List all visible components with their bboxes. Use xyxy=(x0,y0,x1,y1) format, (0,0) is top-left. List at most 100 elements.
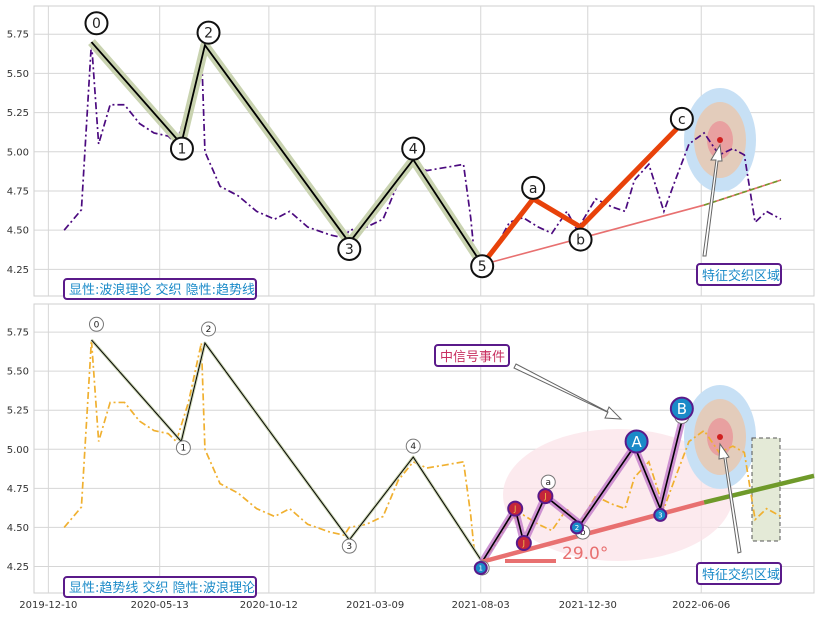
x-tick-label: 2020-05-13 xyxy=(131,600,189,611)
wave-label-text: 0 xyxy=(92,16,101,32)
bottom-zone-label: 特征交织区域 xyxy=(702,567,780,583)
wave-halo xyxy=(90,338,484,563)
marker-text: J xyxy=(522,539,525,548)
wave-label-text: a xyxy=(529,181,538,197)
bottom-legend-text: 显性:趋势线 交织 隐性:波浪理论 xyxy=(69,580,255,596)
wave-label-circle xyxy=(341,538,357,554)
wave-label-circle xyxy=(470,254,495,279)
top-zone-dot xyxy=(717,137,723,143)
wave-label-text: 3 xyxy=(346,542,352,552)
x-tick-label: 2020-10-12 xyxy=(240,600,298,611)
wave-label-circle xyxy=(84,11,109,36)
x-tick-label: 2021-03-09 xyxy=(346,600,404,611)
top-zone-arrow xyxy=(702,143,723,257)
wave-label-circle xyxy=(568,227,593,252)
event-label-text: 中信号事件 xyxy=(440,350,505,365)
y-tick-label: 4.50 xyxy=(7,226,29,237)
y-tick-label: 4.75 xyxy=(7,484,29,495)
marker-circle xyxy=(569,520,584,535)
wave-label-text: 1 xyxy=(181,444,187,454)
wave-label-text: 5 xyxy=(478,259,487,275)
y-tick-label: 4.75 xyxy=(7,186,29,197)
bottom-zone-arrow xyxy=(718,442,742,554)
marker-text: B xyxy=(677,400,687,418)
wave-label-circle xyxy=(405,438,421,454)
marker-circle xyxy=(653,507,668,522)
marker-circle xyxy=(669,396,694,421)
trend-extension xyxy=(703,179,782,206)
marker-text: 2 xyxy=(575,524,579,532)
top-zone-label-box: 特征交织区域 xyxy=(696,263,782,286)
y-tick-label: 5.50 xyxy=(7,367,29,378)
wave-label-circle xyxy=(337,236,362,261)
marker-text: 3 xyxy=(658,511,662,519)
price-line xyxy=(63,339,782,564)
marker-circle xyxy=(537,488,554,505)
event-arrow xyxy=(513,363,623,420)
marker-text: A xyxy=(631,433,642,451)
wave-label-text: a xyxy=(545,478,551,488)
event-label-box: 中信号事件 xyxy=(434,344,510,367)
wave-line xyxy=(91,339,483,563)
wave-label-text: b xyxy=(576,233,585,249)
y-tick-label: 5.25 xyxy=(7,108,29,119)
wave-label-circle xyxy=(88,316,104,332)
top-panel-frame xyxy=(33,5,815,297)
y-tick-label: 5.50 xyxy=(7,69,29,80)
marker-text: J xyxy=(513,505,516,514)
y-tick-label: 5.00 xyxy=(7,147,29,158)
wave-label-circle xyxy=(169,136,194,161)
marker-text: J xyxy=(543,492,546,501)
marker-circle xyxy=(507,500,524,517)
wave-label-circle xyxy=(521,175,546,200)
marker-text: 1 xyxy=(479,565,483,573)
marker-circle xyxy=(473,561,488,576)
bottom-zone-dot xyxy=(717,434,723,440)
y-tick-label: 5.75 xyxy=(7,328,29,339)
trend-extension-line xyxy=(703,473,815,505)
wave-label-circle xyxy=(401,136,426,161)
y-tick-label: 5.00 xyxy=(7,445,29,456)
wave-label-circle xyxy=(201,321,217,337)
angle-label: 29.0° xyxy=(562,544,608,564)
bottom-feature-zone xyxy=(684,385,756,489)
marker-circle xyxy=(515,535,532,552)
wave-label-text: 0 xyxy=(94,320,100,330)
trend-line xyxy=(481,500,705,564)
top-legend-text: 显性:波浪理论 交织 隐性:趋势线 xyxy=(69,282,255,298)
y-tick-label: 4.25 xyxy=(7,562,29,573)
wave-label-text: 4 xyxy=(409,142,418,158)
wave-label-text: b xyxy=(580,528,586,538)
x-tick-label: 2022-06-06 xyxy=(672,600,730,611)
wave-abc-line xyxy=(480,121,684,267)
y-tick-label: 4.25 xyxy=(7,265,29,276)
wave-label-text: c xyxy=(678,112,686,128)
wave-label-text: 4 xyxy=(410,442,416,452)
price-line xyxy=(63,41,782,267)
wave-label-text: 1 xyxy=(177,142,186,158)
top-feature-zone xyxy=(684,88,756,192)
y-tick-label: 4.50 xyxy=(7,523,29,534)
y-tick-label: 5.25 xyxy=(7,406,29,417)
label-layer: 2019-12-10 2020-05-13 2020-10-12 2021-03-09… xyxy=(19,11,730,611)
top-legend-box: 显性:波浪理论 交织 隐性:趋势线 xyxy=(63,278,257,300)
top-zone-label: 特征交织区域 xyxy=(702,268,780,284)
event-region xyxy=(503,429,733,561)
wave-label-circle xyxy=(669,106,694,131)
bottom-grid: 4.25 4.50 4.75 5.00 5.25 5.50 5.75 xyxy=(7,304,814,593)
wave-label-text: 3 xyxy=(345,242,354,258)
x-tick-label: 2021-08-03 xyxy=(452,600,510,611)
top-grid: 4.25 4.50 4.75 5.00 5.25 5.50 5.75 xyxy=(7,6,814,296)
wave-label-circle xyxy=(196,20,221,45)
wave-label-circle xyxy=(175,440,191,456)
x-tick-label: 2019-12-10 xyxy=(19,600,77,611)
wave-line xyxy=(90,41,483,266)
bottom-zone-label-box: 特征交织区域 xyxy=(696,562,782,585)
bottom-legend-box: 显性:趋势线 交织 隐性:波浪理论 xyxy=(63,576,257,598)
bottom-panel-frame xyxy=(33,303,815,594)
x-tick-label: 2021-12-30 xyxy=(559,600,617,611)
wave-label-text: 2 xyxy=(206,325,212,335)
wave-label-text: 2 xyxy=(204,26,213,42)
marker-circle xyxy=(624,429,649,454)
